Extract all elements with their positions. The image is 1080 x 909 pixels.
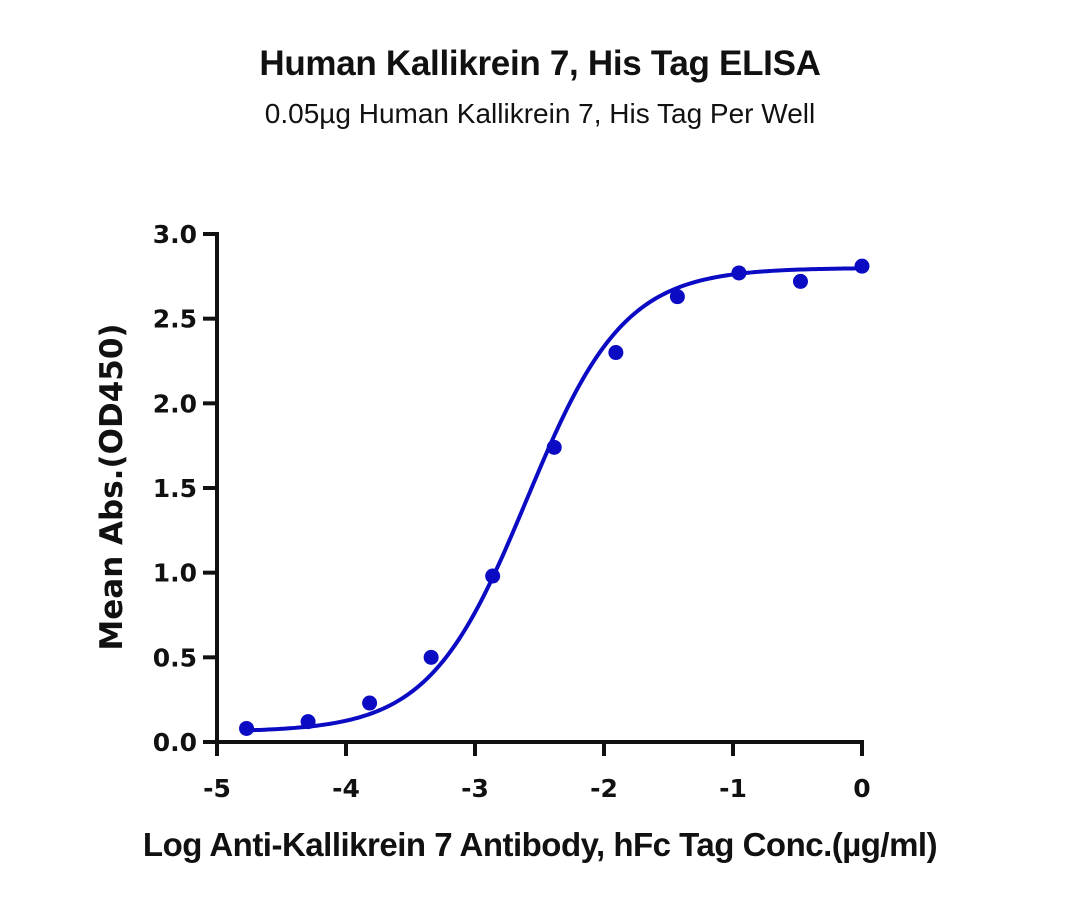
data-point	[300, 714, 316, 730]
axes: 0.0 0.5 1.0 1.5 2.0 2.5 3.0 -5 -4 -3 -2 -1 0	[153, 220, 871, 803]
data-point	[731, 265, 747, 281]
data-point	[362, 695, 378, 711]
x-tick-label: -4	[332, 774, 360, 803]
data-point	[792, 273, 808, 289]
y-tick-label: 3.0	[153, 220, 197, 249]
data-point	[669, 289, 685, 305]
y-tick-label: 0.5	[153, 643, 197, 672]
chart-title: Human Kallikrein 7, His Tag ELISA	[259, 44, 821, 83]
data-point	[546, 439, 562, 455]
x-tick-label: -1	[719, 774, 747, 803]
x-tick-label: -2	[590, 774, 618, 803]
data-points	[239, 258, 870, 736]
y-tick-label: 0.0	[153, 728, 197, 757]
data-point	[608, 345, 624, 361]
x-tick-label: 0	[853, 774, 870, 803]
data-point	[485, 568, 501, 584]
x-axis-label: Log Anti-Kallikrein 7 Antibody, hFc Tag …	[142, 826, 938, 863]
y-tick-label: 1.0	[153, 559, 197, 588]
fit-curve	[246, 266, 863, 733]
x-tick-label: -3	[461, 774, 489, 803]
y-tick-label: 2.5	[153, 305, 197, 334]
x-tick-label: -5	[203, 774, 231, 803]
y-tick-label: 2.0	[153, 389, 197, 418]
data-point	[854, 258, 870, 274]
data-point	[423, 649, 439, 665]
y-axis-label: Mean Abs.(OD450)	[94, 323, 130, 651]
chart-subtitle: 0.05µg Human Kallikrein 7, His Tag Per W…	[264, 98, 816, 129]
data-point	[239, 720, 255, 736]
y-tick-label: 1.5	[153, 474, 197, 503]
